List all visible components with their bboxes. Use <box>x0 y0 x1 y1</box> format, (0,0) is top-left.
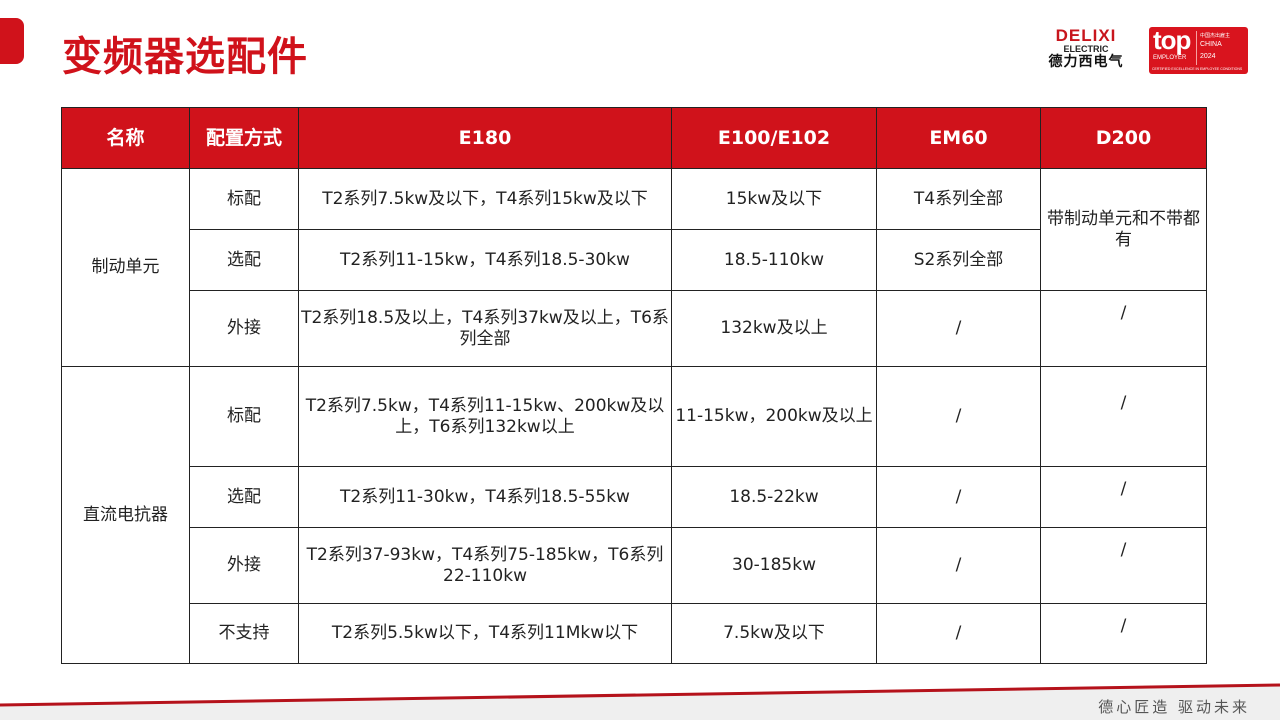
badge-cert: CERTIFIED EXCELLENCE IN EMPLOYEE CONDITI… <box>1152 67 1243 71</box>
badge-top: top <box>1153 25 1191 55</box>
cell: T4系列全部 <box>876 168 1041 230</box>
cell: 带制动单元和不带都有 <box>1040 168 1207 291</box>
cell: 标配 <box>189 366 299 467</box>
cell: / <box>1040 603 1207 664</box>
cell: 外接 <box>189 527 299 604</box>
table-row: 直流电抗器 标配 T2系列7.5kw，T4系列11-15kw、200kw及以上，… <box>61 366 1207 664</box>
group-name: 制动单元 <box>61 168 190 367</box>
logo-brand: DELIXI <box>1055 26 1117 45</box>
table-header-row: 名称 配置方式 E180 E100/E102 EM60 D200 <box>61 107 1207 169</box>
cell: 7.5kw及以下 <box>671 603 877 664</box>
cell: / <box>1040 466 1207 528</box>
cell: S2系列全部 <box>876 229 1041 291</box>
cell: / <box>1040 366 1207 467</box>
cell: / <box>876 527 1041 604</box>
cell: T2系列7.5kw，T4系列11-15kw、200kw及以上，T6系列132kw… <box>298 366 672 467</box>
cell: 30-185kw <box>671 527 877 604</box>
cell: 选配 <box>189 466 299 528</box>
cell: T2系列37-93kw，T4系列75-185kw，T6系列22-110kw <box>298 527 672 604</box>
cell: 选配 <box>189 229 299 291</box>
header-cell: EM60 <box>876 107 1041 169</box>
cell: 18.5-22kw <box>671 466 877 528</box>
cell: 11-15kw，200kw及以上 <box>671 366 877 467</box>
cell: 不支持 <box>189 603 299 664</box>
table-row: 外接 T2系列37-93kw，T4系列75-185kw，T6系列22-110kw… <box>62 527 1207 604</box>
cell: 15kw及以下 <box>671 168 877 230</box>
header-cell: E100/E102 <box>671 107 877 169</box>
table-row: 制动单元 标配 T2系列7.5kw及以下，T4系列15kw及以下 15kw及以下… <box>61 168 1207 367</box>
badge-employer: EMPLOYER <box>1153 55 1187 61</box>
header-cell: D200 <box>1040 107 1207 169</box>
accent-tab <box>0 18 24 64</box>
cell: T2系列11-30kw，T4系列18.5-55kw <box>298 466 672 528</box>
badge-year: 2024 <box>1200 53 1216 60</box>
badge-line1: 中国杰出雇主 <box>1200 33 1231 39</box>
cell: T2系列5.5kw以下，T4系列11Mkw以下 <box>298 603 672 664</box>
cell: 132kw及以上 <box>671 290 877 367</box>
cell: / <box>876 366 1041 467</box>
header-cell: 名称 <box>61 107 190 169</box>
cell: / <box>876 290 1041 367</box>
header-cell: 配置方式 <box>189 107 299 169</box>
header-cell: E180 <box>298 107 672 169</box>
top-employer-badge: top EMPLOYER 中国杰出雇主 CHINA 2024 CERTIFIED… <box>1149 25 1248 74</box>
cell: / <box>876 466 1041 528</box>
cell: 18.5-110kw <box>671 229 877 291</box>
page-title: 变频器选配件 <box>62 34 308 80</box>
table-row: 选配 T2系列11-15kw，T4系列18.5-30kw 18.5-110kw … <box>62 229 1207 291</box>
logo-sub: ELECTRIC <box>1063 44 1109 54</box>
footer-swoosh <box>0 683 1280 720</box>
cell: / <box>1040 290 1207 367</box>
accessory-table: 名称 配置方式 E180 E100/E102 EM60 D200 制动单元 标配… <box>61 107 1207 664</box>
cell: T2系列18.5及以上，T4系列37kw及以上，T6系列全部 <box>298 290 672 367</box>
cell: / <box>876 603 1041 664</box>
badge-divider <box>1196 31 1197 65</box>
group-name: 直流电抗器 <box>61 366 190 664</box>
table-row: 不支持 T2系列5.5kw以下，T4系列11Mkw以下 7.5kw及以下 / / <box>62 603 1207 664</box>
cell: / <box>1040 527 1207 604</box>
cell: 标配 <box>189 168 299 230</box>
delixi-logo: DELIXI ELECTRIC 德力西电气 <box>1040 26 1132 70</box>
table-row: 选配 T2系列11-30kw，T4系列18.5-55kw 18.5-22kw /… <box>62 466 1207 528</box>
logo-cn: 德力西电气 <box>1048 54 1124 70</box>
badge-line2: CHINA <box>1200 41 1222 48</box>
table-row: 外接 T2系列18.5及以上，T4系列37kw及以上，T6系列全部 132kw及… <box>62 290 1207 367</box>
slogan: 德心匠造 驱动未来 <box>1098 698 1250 716</box>
cell: 外接 <box>189 290 299 367</box>
cell: T2系列7.5kw及以下，T4系列15kw及以下 <box>298 168 672 230</box>
cell: T2系列11-15kw，T4系列18.5-30kw <box>298 229 672 291</box>
